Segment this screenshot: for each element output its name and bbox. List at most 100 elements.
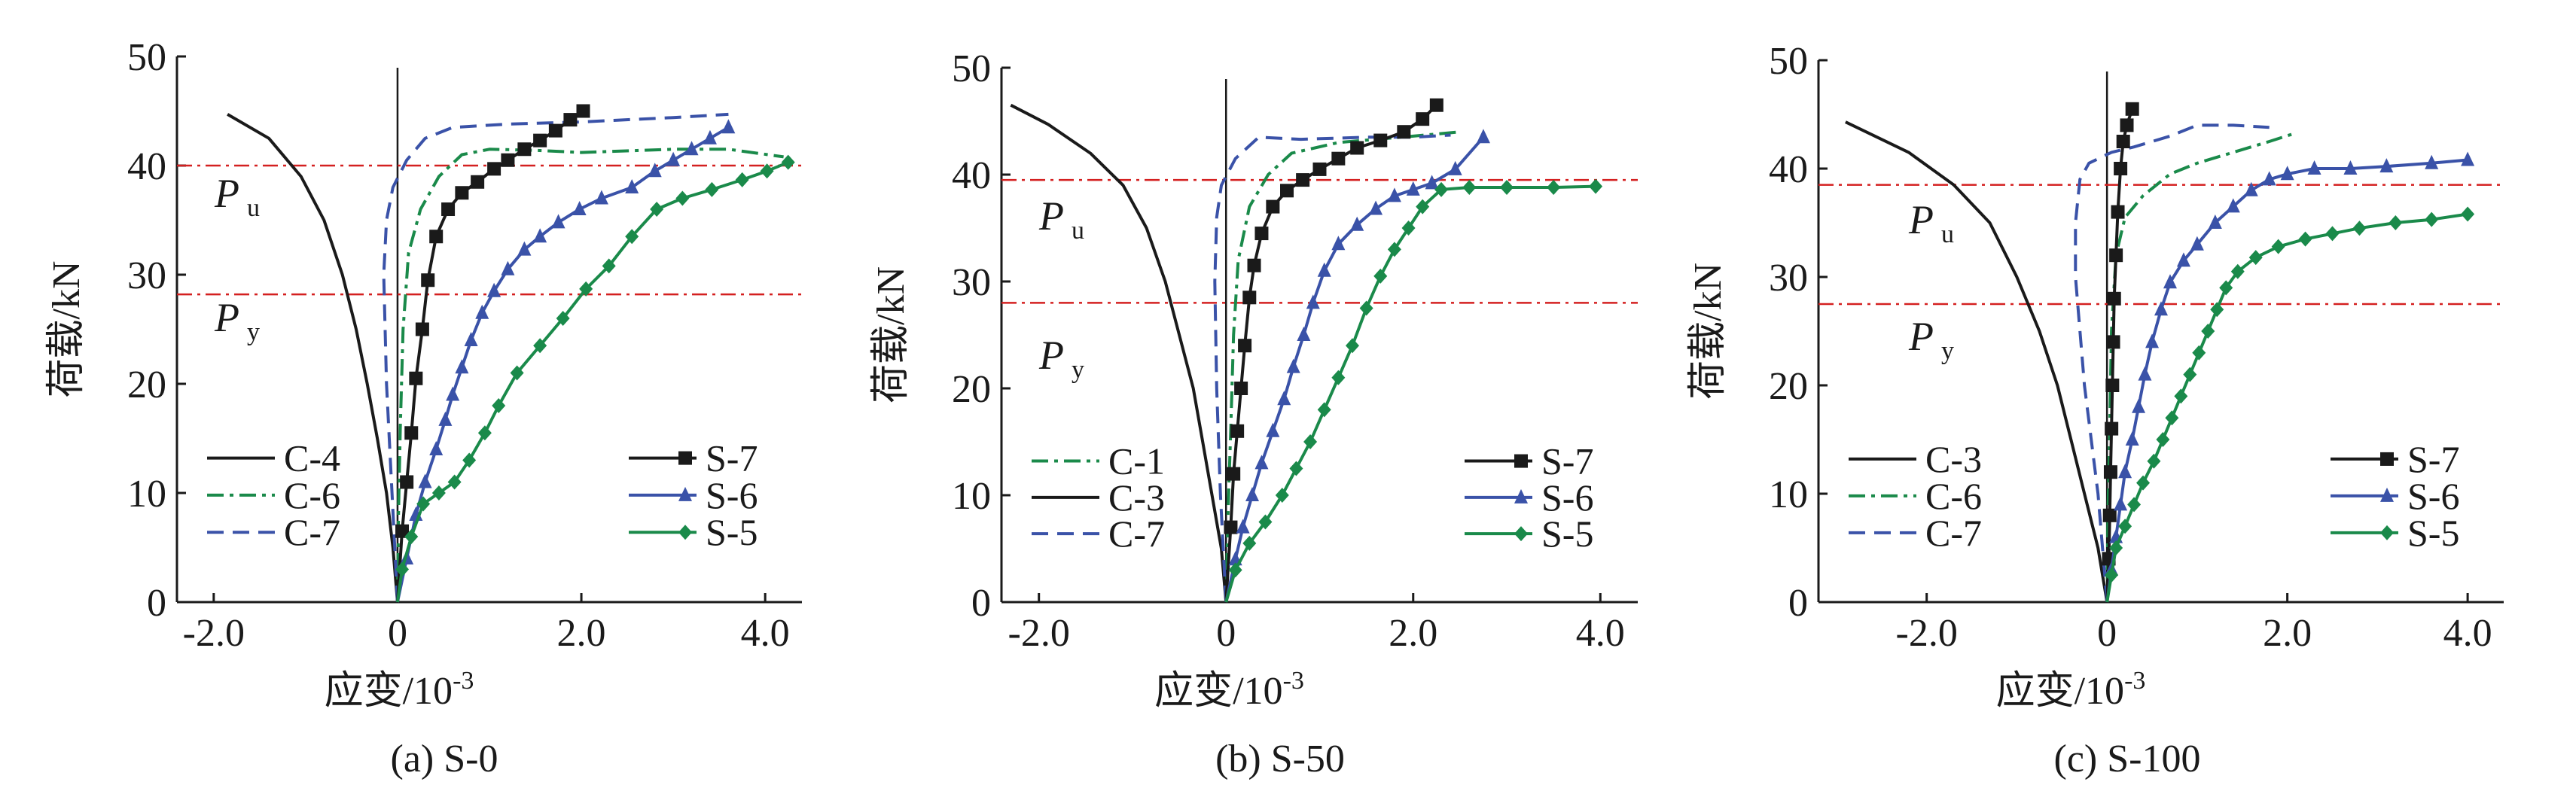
y-tick-label: 50 [127,36,166,79]
point-S-6-marker [2425,154,2439,169]
point-S-5-marker [492,398,506,413]
legend-label-C-4: C-4 [284,437,340,479]
series-line-S-5 [1224,184,1596,603]
y-tick-label: 30 [1769,257,1808,300]
legend-label-C-6: C-6 [284,474,340,516]
series-S-7 [1224,98,1443,603]
y-tick-label: 30 [952,261,991,304]
point-S-6-marker [703,129,717,145]
point-S-6-marker [1266,422,1280,437]
point-S-5-marker [2210,302,2224,318]
point-S-6-marker [1425,175,1439,190]
series-S-6 [1224,129,1490,603]
point-S-7-marker [441,202,456,216]
y-tick-label: 20 [1769,365,1808,408]
panel-caption: (a) S-0 [391,738,498,780]
x-tick-label: 0 [388,612,407,655]
point-S-7-marker [1280,184,1294,198]
y-axis-title: 荷载/kN [1687,263,1730,400]
legend-S-7-marker [678,451,692,465]
legend-S-5-marker [678,525,692,540]
legend-label-S-5: S-5 [1541,513,1593,555]
point-S-6-marker [721,119,736,134]
y-tick-label: 10 [1769,473,1808,516]
point-S-7-marker [2106,335,2120,349]
legend-label-S-6: S-6 [1541,476,1593,519]
legend-label-C-1: C-1 [1108,440,1165,482]
point-S-7-marker [487,162,501,176]
point-S-7-marker [1373,133,1388,148]
x-tick-label: 0 [2097,612,2117,655]
legend-label-S-7: S-7 [1541,440,1593,482]
point-S-6-marker [1369,200,1383,215]
point-S-7-marker [395,524,410,538]
x-axis-title: 应变/10-3 [1996,667,2146,713]
point-S-5-marker [2201,324,2215,339]
point-S-6-marker [1387,187,1401,202]
point-S-7-marker [1227,467,1241,481]
point-S-7-marker [409,371,423,385]
point-S-7-marker [2103,465,2117,479]
point-S-5-marker [1462,180,1477,196]
x-tick-label: 4.0 [2443,612,2492,655]
y-axis-title: 荷载/kN [45,260,88,397]
point-S-6-marker [1350,216,1364,231]
point-S-5-marker [1589,178,1603,194]
point-S-7-marker [429,230,444,244]
point-S-6-marker [446,386,460,401]
point-S-7-marker [400,475,414,489]
point-S-6-marker [438,411,453,426]
point-S-7-marker [2111,205,2125,219]
point-S-7-marker [1230,424,1245,438]
point-S-6-marker [1286,358,1300,373]
series-C-7 [382,112,729,603]
point-S-5-marker [1303,434,1318,449]
point-S-5-marker [2271,239,2285,254]
y-tick-label: 20 [952,368,991,411]
point-S-6-marker [418,473,432,488]
point-S-6-marker [2280,166,2294,181]
panel-caption: (c) S-100 [2054,738,2201,780]
legend-S-5-marker [1514,526,1528,542]
point-S-5-marker [1242,535,1257,551]
point-S-6-marker [1297,327,1311,341]
point-S-6-marker [2379,158,2394,173]
point-S-6-marker [1406,181,1420,196]
point-S-6-marker [2208,214,2222,229]
point-S-7-marker [455,186,469,200]
point-S-5-marker [1345,338,1359,354]
point-S-6-marker [2262,171,2276,186]
point-S-5-marker [2298,231,2312,247]
point-S-7-marker [2125,102,2139,116]
series-C-3 [1845,120,2109,603]
legend-S-6-marker [2380,487,2394,502]
point-S-7-marker [576,104,590,118]
y-tick-label: 10 [127,473,166,516]
point-S-6-marker [455,359,469,374]
legend-label-C-3: C-3 [1108,476,1165,519]
point-S-6-marker [572,201,587,215]
point-S-7-marker [2102,508,2117,522]
point-S-7-marker [1247,258,1261,272]
legend-S-6-marker [678,486,692,501]
point-S-5-marker [1387,242,1401,257]
point-S-6-marker [475,304,489,319]
point-S-5-marker [2230,263,2245,279]
point-S-5-marker [395,561,410,577]
point-S-6-marker [2145,333,2160,348]
point-S-7-marker [421,273,435,287]
point-S-6-marker [464,332,478,346]
y-tick-label: 40 [127,145,166,188]
series-line-S-7 [395,109,584,603]
series-C-7 [2074,123,2270,603]
point-S-6-marker [487,282,501,297]
point-S-7-marker [1312,162,1327,176]
legend-label-S-6: S-6 [706,474,758,516]
point-S-5-marker [2352,221,2367,236]
point-S-5-marker [1416,199,1430,214]
